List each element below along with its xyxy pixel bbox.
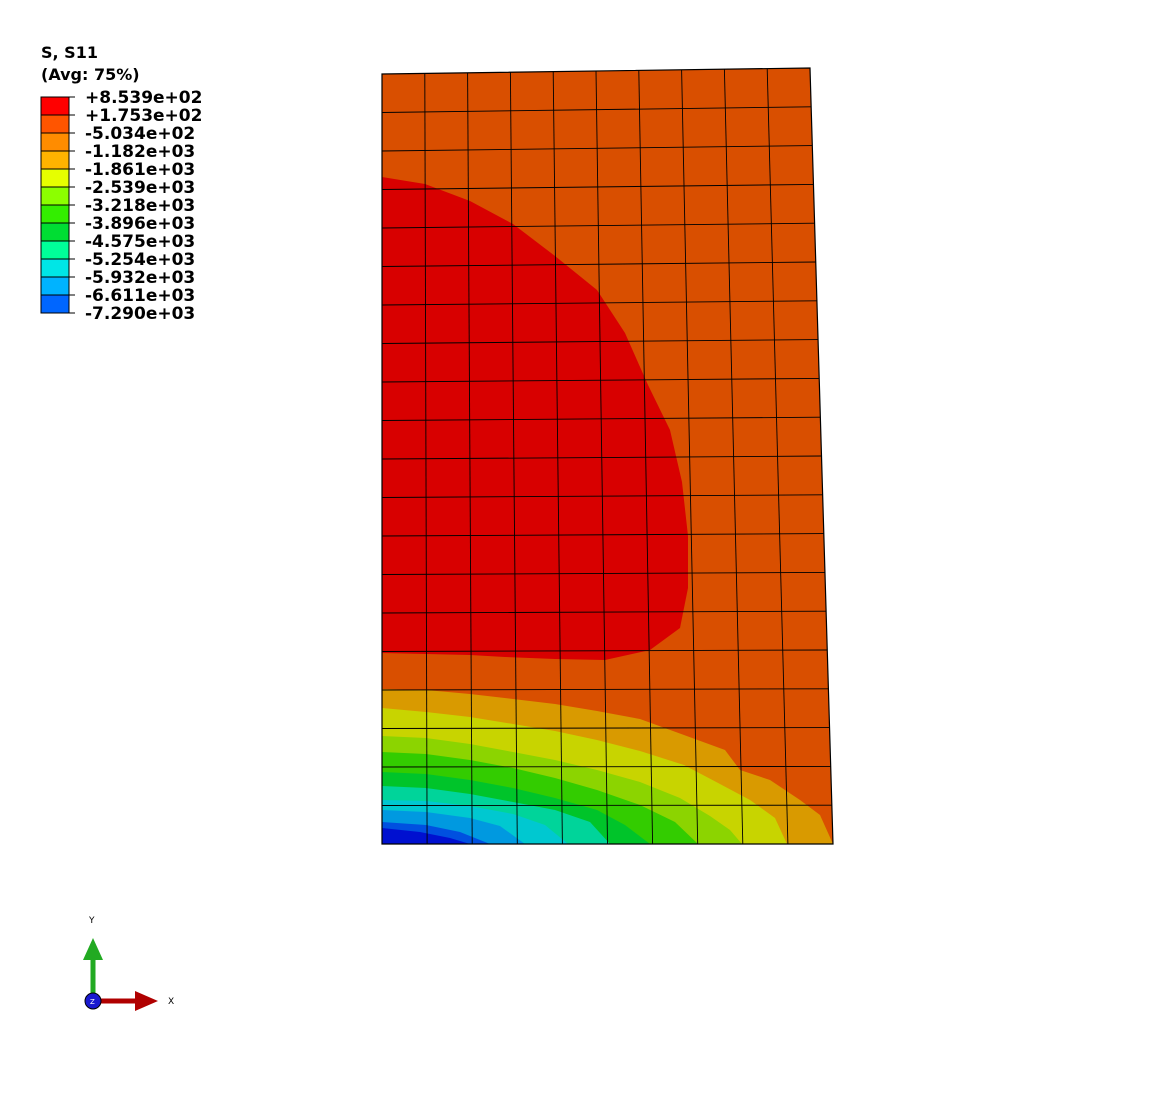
legend-label: -1.182e+03 [85, 142, 195, 162]
mesh-line-horizontal [381, 649, 828, 652]
mesh-outline [381, 67, 834, 845]
mesh-line-horizontal [381, 300, 817, 306]
legend-swatch [40, 114, 70, 134]
legend-label: +8.539e+02 [85, 88, 202, 108]
legend-swatch [40, 258, 70, 278]
z-axis-marker-icon [84, 992, 102, 1010]
y-arrow-head-icon [83, 938, 103, 960]
x-arrow-head-icon [135, 991, 158, 1011]
mesh-line-horizontal [381, 765, 831, 768]
legend-swatch [40, 150, 70, 170]
legend-swatch [40, 168, 70, 188]
legend-swatch [40, 132, 70, 152]
legend-swatch [40, 204, 70, 224]
legend-label: -1.861e+03 [85, 160, 195, 180]
legend-label: -5.932e+03 [85, 268, 195, 288]
contour-plot [382, 68, 833, 844]
mesh-line-horizontal [381, 377, 820, 383]
mesh-line-horizontal [381, 727, 830, 729]
legend-label: -6.611e+03 [85, 286, 195, 306]
y-axis-label: Y [88, 916, 95, 926]
mesh-line-horizontal [381, 222, 815, 229]
legend-label: -5.034e+02 [85, 124, 195, 144]
legend-title: S, S11 [41, 43, 98, 62]
view-triad: Y X Z [83, 916, 174, 1011]
legend-labels: +8.539e+02+1.753e+02-5.034e+02-1.182e+03… [85, 88, 202, 324]
legend-swatch [40, 222, 70, 242]
contour-band-dark-blue [382, 828, 470, 844]
mesh-line-horizontal [381, 106, 812, 113]
legend-label: -3.218e+03 [85, 196, 195, 216]
z-axis-label: Z [90, 998, 95, 1006]
mesh-line-horizontal [381, 416, 821, 421]
legend: S, S11 (Avg: 75%) +8.539e+02+1.753e+02-5… [40, 43, 202, 324]
mesh-line-horizontal [381, 494, 823, 498]
x-axis-label: X [168, 997, 174, 1007]
legend-label: +1.753e+02 [85, 106, 202, 126]
mesh-line-horizontal [381, 610, 827, 614]
mesh-line-horizontal [381, 145, 813, 152]
mesh-line-horizontal [381, 455, 822, 460]
legend-swatch [40, 240, 70, 260]
mesh-line-horizontal [381, 261, 816, 267]
legend-label: -7.290e+03 [85, 304, 195, 324]
legend-swatch [40, 276, 70, 296]
mesh-line-horizontal [381, 339, 819, 344]
mesh-line-horizontal [381, 688, 829, 691]
contour-band-red [382, 177, 688, 660]
legend-label: -5.254e+03 [85, 250, 195, 270]
mesh-line-horizontal [381, 533, 824, 537]
legend-label: -2.539e+03 [85, 178, 195, 198]
mesh-line-horizontal [381, 571, 825, 575]
mesh-line-horizontal [381, 183, 814, 190]
legend-swatches [40, 96, 75, 314]
legend-label: -4.575e+03 [85, 232, 195, 252]
legend-swatch [40, 96, 70, 116]
legend-subtitle: (Avg: 75%) [41, 65, 140, 84]
legend-swatch [40, 186, 70, 206]
legend-label: -3.896e+03 [85, 214, 195, 234]
legend-swatch [40, 294, 70, 314]
mesh-grid [381, 68, 832, 845]
